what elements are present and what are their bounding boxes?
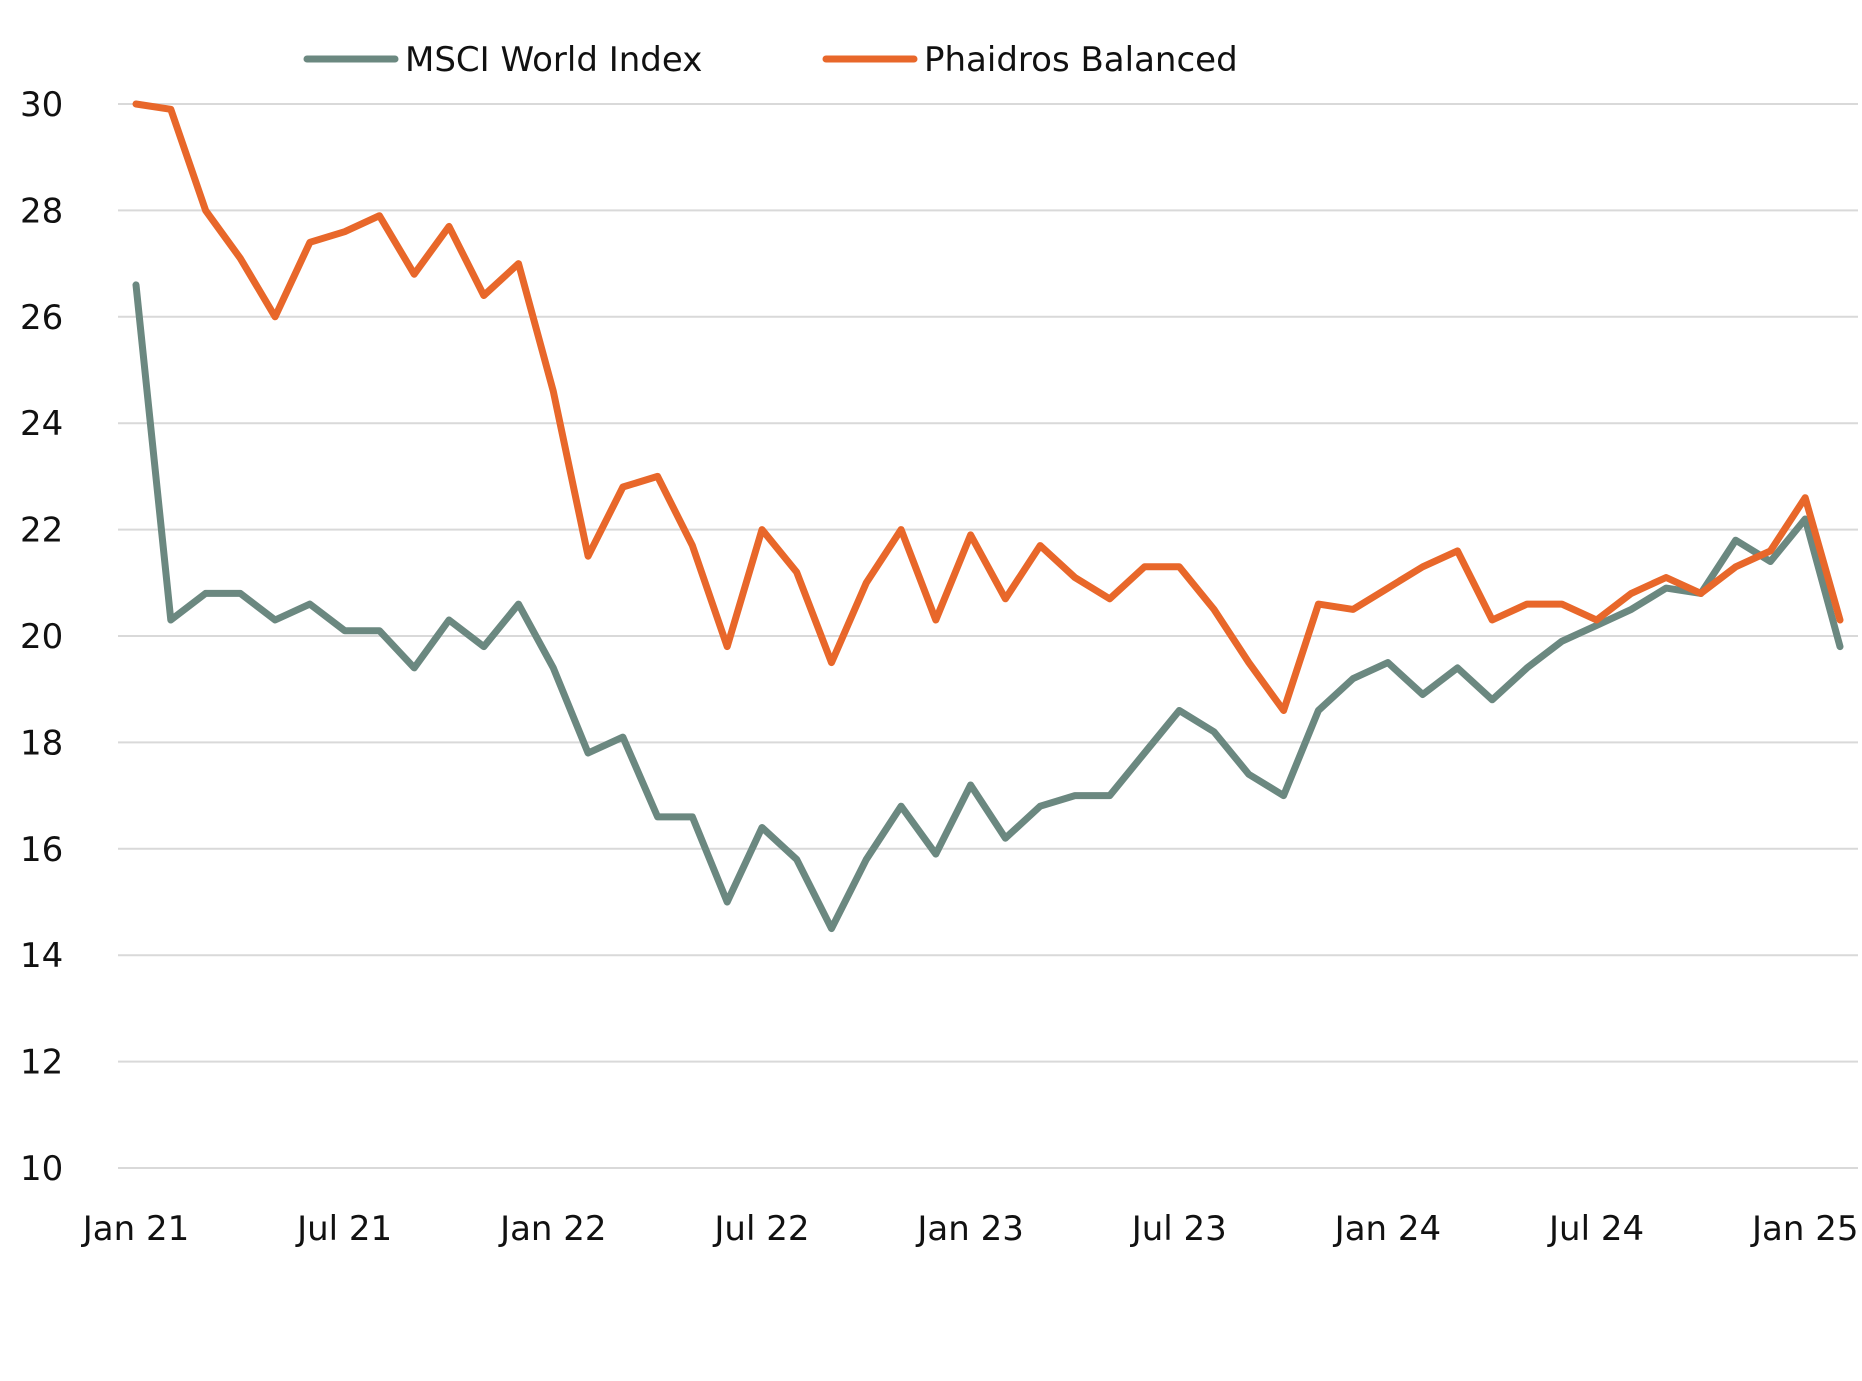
x-tick-label: Jul 24 [1547,1209,1644,1249]
y-tick-label: 10 [20,1149,63,1189]
y-tick-label: 18 [20,723,63,763]
legend-label-phaidros: Phaidros Balanced [924,40,1238,80]
y-tick-label: 16 [20,830,63,870]
y-tick-label: 24 [20,404,63,444]
series-lines [132,100,1844,933]
y-tick-label: 22 [20,511,63,551]
y-tick-label: 26 [20,298,63,338]
x-tick-label: Jan 23 [915,1209,1023,1249]
y-tick-label: 20 [20,617,63,657]
legend-item-msci: MSCI World Index [303,40,702,80]
y-tick-label: 30 [20,85,63,125]
y-tick-label: 28 [20,191,63,231]
x-tick-label: Jan 22 [498,1209,606,1249]
y-axis-tick-labels: 10 12 14 16 18 20 22 24 26 28 30 [20,85,63,1189]
legend-item-phaidros: Phaidros Balanced [822,40,1238,80]
series-line-phaidros [132,100,1844,714]
x-tick-label: Jul 21 [295,1209,392,1249]
x-tick-label: Jul 22 [712,1209,809,1249]
y-tick-label: 12 [20,1043,63,1083]
legend: MSCI World Index Phaidros Balanced [303,40,1238,80]
gridlines [118,103,1858,1169]
legend-label-msci: MSCI World Index [405,40,702,80]
x-axis-tick-labels: Jan 21 Jul 21 Jan 22 Jul 22 Jan 23 Jul 23 Jan … [81,1209,1859,1249]
x-tick-label: Jul 23 [1130,1209,1227,1249]
x-tick-label: Jan 25 [1750,1209,1858,1249]
y-tick-label: 14 [20,936,63,976]
x-tick-label: Jan 24 [1333,1209,1441,1249]
x-tick-label: Jan 21 [81,1209,189,1249]
series-line-msci [132,281,1844,933]
